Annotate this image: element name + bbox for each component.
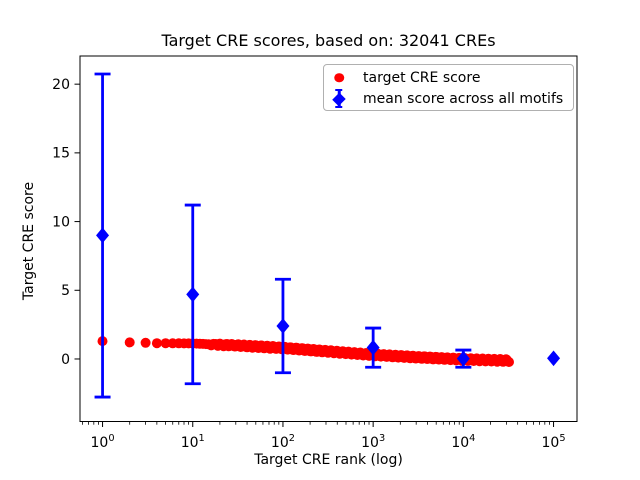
blue-diamond-errorbar-marker-icon: [331, 88, 347, 109]
y-tick-label: 20: [52, 77, 70, 93]
red-series: [97, 336, 514, 367]
blue-series: [94, 72, 561, 399]
x-axis-label: Target CRE rank (log): [254, 452, 403, 468]
legend-entry-mean-score: mean score across all motifs: [324, 88, 573, 109]
x-tick-label: 100: [91, 433, 115, 451]
x-axis: 100 101 102 103 104 105: [82, 421, 566, 451]
y-tick-label: 5: [61, 283, 70, 299]
legend-entry-target-cre-score: target CRE score: [324, 67, 573, 88]
x-tick-label: 101: [181, 433, 205, 451]
y-tick-label: 10: [52, 214, 70, 230]
x-tick-label: 102: [271, 433, 295, 451]
x-tick-label: 103: [361, 433, 385, 451]
legend-label: target CRE score: [363, 69, 481, 86]
red-circle-marker-icon: [331, 67, 347, 88]
x-tick-label: 104: [451, 433, 475, 451]
chart-title: Target CRE scores, based on: 32041 CREs: [161, 31, 496, 50]
y-axis: 0 5 10 15 20: [52, 77, 80, 368]
legend: target CRE score mean score across all m…: [323, 64, 574, 111]
legend-label: mean score across all motifs: [363, 90, 564, 107]
axes: [79, 55, 578, 422]
y-tick-label: 15: [52, 146, 70, 162]
y-tick-label: 0: [61, 352, 70, 368]
y-axis-label: Target CRE score: [21, 181, 37, 301]
x-tick-label: 105: [542, 433, 566, 451]
